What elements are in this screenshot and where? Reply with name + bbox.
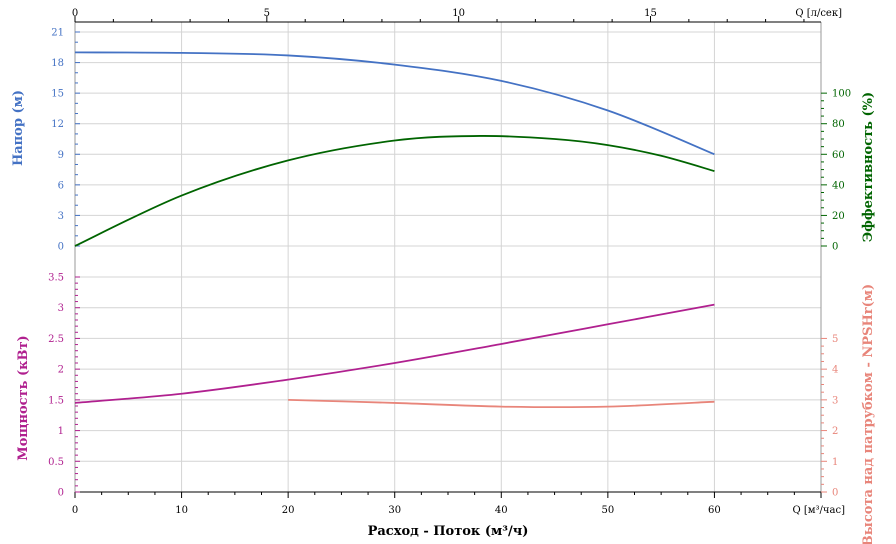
axes: 0 10 20 30 40 50 600 5 10 1503691215182100.511.52… — [48, 8, 851, 516]
power-tick-label: 1 — [58, 426, 64, 437]
top-tick-label: 0 — [72, 8, 78, 19]
npsh-tick-label: 2 — [832, 426, 838, 437]
x-axis-unit: Q [м³/час] — [792, 505, 845, 516]
power-axis-title: Мощность (кВт) — [16, 335, 31, 460]
efficiency-tick-label: 0 — [832, 242, 838, 253]
power-tick-label: 0 — [58, 488, 64, 499]
top-tick-label: 5 — [264, 8, 270, 19]
head-curve — [74, 51, 715, 156]
power-tick-label: 2.5 — [48, 334, 64, 345]
top-axis-unit: Q [л/сек] — [795, 8, 842, 19]
series — [74, 51, 715, 409]
x-tick-label: 40 — [495, 505, 508, 516]
efficiency-tick-label: 40 — [832, 180, 845, 191]
head-tick-label: 12 — [51, 119, 64, 130]
head-tick-label: 9 — [58, 150, 64, 161]
power-tick-label: 2 — [58, 365, 64, 376]
npsh-tick-label: 1 — [832, 457, 838, 468]
head-tick-label: 15 — [51, 89, 64, 100]
efficiency-axis-title: Эффективность (%) — [861, 92, 876, 242]
top-tick-label: 10 — [452, 8, 465, 19]
grid — [74, 22, 821, 493]
npsh-axis-title: Высота над патрубком - NPSHr(м) — [861, 284, 876, 544]
npsh-tick-label: 3 — [832, 395, 838, 406]
power-tick-label: 3 — [58, 303, 64, 314]
head-axis-title: Напор (м) — [11, 90, 26, 166]
head-tick-label: 0 — [58, 242, 64, 253]
x-tick-label: 0 — [72, 505, 78, 516]
head-tick-label: 6 — [58, 180, 64, 191]
x-tick-label: 30 — [388, 505, 401, 516]
x-tick-label: 50 — [601, 505, 614, 516]
power-tick-label: 1.5 — [48, 395, 64, 406]
x-tick-label: 60 — [708, 505, 721, 516]
head-tick-label: 3 — [58, 211, 64, 222]
power-tick-label: 0.5 — [48, 457, 64, 468]
power-tick-label: 3.5 — [48, 273, 64, 284]
axis-titles: Расход - Поток (м³/ч) Q [м³/час] Q [л/се… — [11, 8, 876, 544]
efficiency-tick-label: 60 — [832, 150, 845, 161]
efficiency-tick-label: 20 — [832, 211, 845, 222]
efficiency-tick-label: 100 — [832, 89, 851, 100]
x-axis-title: Расход - Поток (м³/ч) — [368, 524, 529, 539]
npsh-curve — [288, 398, 715, 409]
efficiency-curve — [74, 135, 715, 247]
x-tick-label: 20 — [282, 505, 295, 516]
power-curve — [74, 303, 715, 404]
head-tick-label: 21 — [51, 28, 64, 39]
top-tick-label: 15 — [644, 8, 657, 19]
npsh-tick-label: 4 — [832, 365, 838, 376]
x-tick-label: 10 — [175, 505, 188, 516]
npsh-tick-label: 0 — [832, 488, 838, 499]
efficiency-tick-label: 80 — [832, 119, 845, 130]
npsh-tick-label: 5 — [832, 334, 838, 345]
head-tick-label: 18 — [51, 58, 64, 69]
